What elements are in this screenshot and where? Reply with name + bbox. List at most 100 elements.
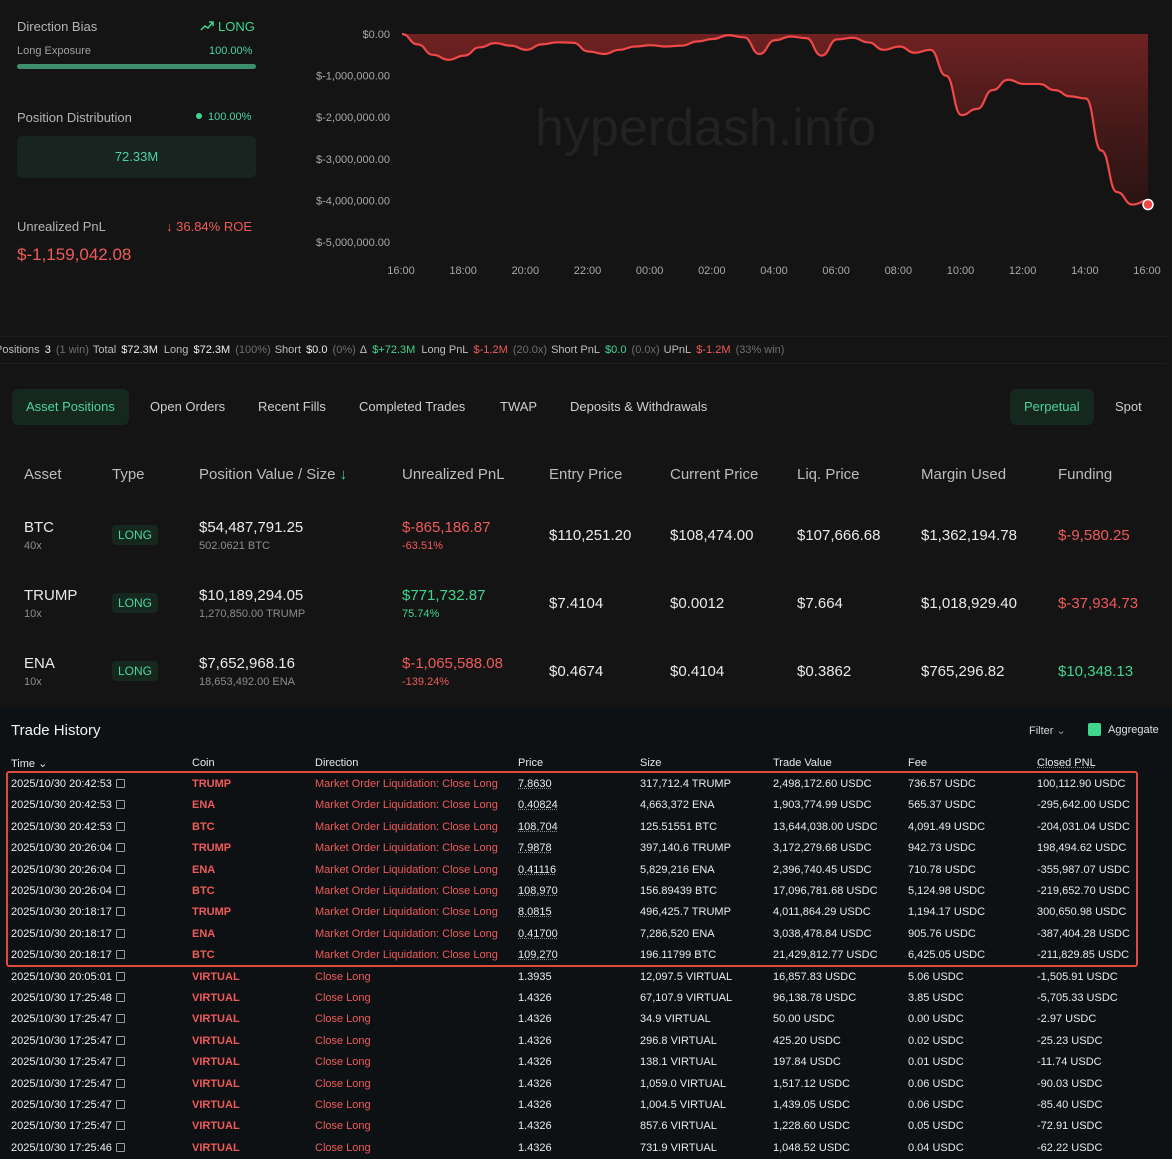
tab-perpetual[interactable]: Perpetual [1010,389,1094,425]
external-link-icon[interactable] [115,1100,125,1109]
th-closed-pnl[interactable]: Closed PNL [1037,757,1096,769]
trade-price[interactable]: 0.41700 [518,928,558,940]
table-row[interactable]: 2025/10/30 20:26:04 BTC Market Order Liqui… [0,881,1172,902]
th-direction[interactable]: Direction [315,757,359,769]
external-link-icon[interactable] [115,993,125,1002]
th-fee[interactable]: Fee [908,757,927,769]
table-row[interactable]: 2025/10/30 17:25:47 VIRTUAL Close Long 1.43… [0,1031,1172,1052]
trade-price[interactable]: 1.4326 [518,1078,552,1090]
th-price[interactable]: Price [518,757,544,769]
external-link-icon[interactable] [115,843,125,853]
trade-time[interactable]: 2025/10/30 17:25:48 [11,992,125,1004]
col-header-unrealized-pnl[interactable]: Unrealized PnL [402,466,505,483]
trade-price[interactable]: 0.40824 [518,799,558,811]
trade-time[interactable]: 2025/10/30 20:26:04 [11,864,125,876]
table-row[interactable]: 2025/10/30 20:26:04 ENA Market Order Liqui… [0,860,1172,881]
table-row[interactable]: 2025/10/30 20:42:53 ENA Market Order Liqui… [0,795,1172,816]
table-row[interactable]: 2025/10/30 20:18:17 ENA Market Order Liqui… [0,924,1172,945]
col-header-position-value[interactable]: Position Value / Size ↓ [199,466,347,483]
table-row[interactable]: 2025/10/30 17:25:48 VIRTUAL Close Long 1.43… [0,988,1172,1009]
external-link-icon[interactable] [115,779,125,788]
trade-time[interactable]: 2025/10/30 17:25:47 [11,1056,125,1068]
external-link-icon[interactable] [115,1121,125,1131]
trade-time[interactable]: 2025/10/30 20:42:53 [11,821,125,833]
aggregate-checkbox[interactable] [1088,723,1101,736]
trade-time[interactable]: 2025/10/30 17:25:47 [11,1013,125,1025]
table-row[interactable]: 2025/10/30 17:25:47 VIRTUAL Close Long 1.43… [0,1074,1172,1095]
trade-time[interactable]: 2025/10/30 20:05:01 [11,971,125,983]
trade-time[interactable]: 2025/10/30 17:25:46 [11,1142,125,1154]
external-link-icon[interactable] [115,907,125,917]
tab-completed-trades[interactable]: Completed Trades [359,399,466,414]
external-link-icon[interactable] [115,800,125,810]
trade-price[interactable]: 1.4326 [518,1056,552,1068]
trade-time[interactable]: 2025/10/30 20:26:04 [11,842,125,854]
trade-price[interactable]: 0.41116 [518,864,556,876]
external-link-icon[interactable] [115,1078,125,1088]
external-link-icon[interactable] [115,864,125,874]
tab-open-orders[interactable]: Open Orders [150,399,226,414]
col-header-margin-used[interactable]: Margin Used [921,466,1007,483]
trade-time[interactable]: 2025/10/30 17:25:47 [11,1035,125,1047]
table-row[interactable]: 2025/10/30 20:42:53 TRUMP Market Order Liq… [0,774,1172,795]
last-point-marker[interactable] [1142,198,1154,211]
external-link-icon[interactable] [115,1014,125,1024]
trade-time[interactable]: 2025/10/30 17:25:47 [11,1120,125,1132]
table-row[interactable]: 2025/10/30 17:25:47 VIRTUAL Close Long 1.43… [0,1052,1172,1073]
col-header-liq-price[interactable]: Liq. Price [797,466,860,483]
th-time[interactable]: Time ⌄ [11,757,47,770]
table-row[interactable]: 2025/10/30 17:25:47 VIRTUAL Close Long 1.43… [0,1116,1172,1137]
table-row[interactable]: 2025/10/30 20:05:01 VIRTUAL Close Long 1.39… [0,967,1172,988]
tab-twap[interactable]: TWAP [500,399,538,414]
th-coin[interactable]: Coin [192,757,215,769]
external-link-icon[interactable] [115,1057,125,1067]
table-row[interactable]: 2025/10/30 20:26:04 TRUMP Market Order Liq… [0,838,1172,859]
trade-price[interactable]: 1.4326 [518,1120,552,1132]
trade-time[interactable]: 2025/10/30 17:25:47 [11,1099,125,1111]
filter-dropdown[interactable]: Filter ⌄ [1029,724,1066,737]
trade-price[interactable]: 7.8630 [518,778,552,790]
trade-price[interactable]: 1.4326 [518,1035,552,1047]
external-link-icon[interactable] [115,950,125,960]
trade-price[interactable]: 108,704 [518,821,558,833]
col-header-asset[interactable]: Asset [24,466,62,483]
trade-time[interactable]: 2025/10/30 20:42:53 [11,778,125,790]
table-row[interactable]: 2025/10/30 17:25:47 VIRTUAL Close Long 1.43… [0,1009,1172,1030]
th-trade-value[interactable]: Trade Value [773,757,832,769]
external-link-icon[interactable] [115,1142,125,1152]
trade-price[interactable]: 1.4326 [518,1099,552,1111]
external-link-icon[interactable] [115,821,125,831]
trade-price[interactable]: 109,270 [518,949,558,961]
trade-time[interactable]: 2025/10/30 20:18:17 [11,906,125,918]
col-header-current-price[interactable]: Current Price [670,466,759,483]
external-link-icon[interactable] [115,886,125,895]
col-header-type[interactable]: Type [112,466,145,483]
tab-asset-positions[interactable]: Asset Positions [12,389,129,425]
th-size[interactable]: Size [640,757,662,769]
trade-price[interactable]: 1.4326 [518,992,552,1004]
trade-time[interactable]: 2025/10/30 20:42:53 [11,799,125,811]
trade-price[interactable]: 8.0815 [518,906,552,918]
trade-price[interactable]: 7.9878 [518,842,552,854]
table-row[interactable]: 2025/10/30 17:25:47 VIRTUAL Close Long 1.43… [0,1095,1172,1116]
table-row[interactable]: 2025/10/30 20:18:17 BTC Market Order Liqui… [0,945,1172,966]
col-header-funding[interactable]: Funding [1058,466,1113,483]
trade-price[interactable]: 1.4326 [518,1013,552,1025]
table-row[interactable]: 2025/10/30 17:25:46 VIRTUAL Close Long 1.43… [0,1138,1172,1159]
tab-deposits-withdrawals[interactable]: Deposits & Withdrawals [570,399,708,414]
table-row[interactable]: 2025/10/30 20:42:53 BTC Market Order Liqui… [0,817,1172,838]
external-link-icon[interactable] [115,1035,125,1045]
trade-time[interactable]: 2025/10/30 20:18:17 [11,928,125,940]
trade-price[interactable]: 1.3935 [518,971,552,983]
col-header-entry-price[interactable]: Entry Price [549,466,623,483]
trade-price[interactable]: 1.4326 [518,1142,552,1154]
trade-time[interactable]: 2025/10/30 20:26:04 [11,885,125,897]
table-row[interactable]: 2025/10/30 20:18:17 TRUMP Market Order Liq… [0,902,1172,923]
external-link-icon[interactable] [115,971,125,981]
trade-time[interactable]: 2025/10/30 20:18:17 [11,949,125,961]
trade-price[interactable]: 108,970 [518,885,558,897]
tab-spot[interactable]: Spot [1115,399,1142,414]
tab-recent-fills[interactable]: Recent Fills [258,399,326,414]
external-link-icon[interactable] [115,928,125,938]
trade-time[interactable]: 2025/10/30 17:25:47 [11,1078,125,1090]
